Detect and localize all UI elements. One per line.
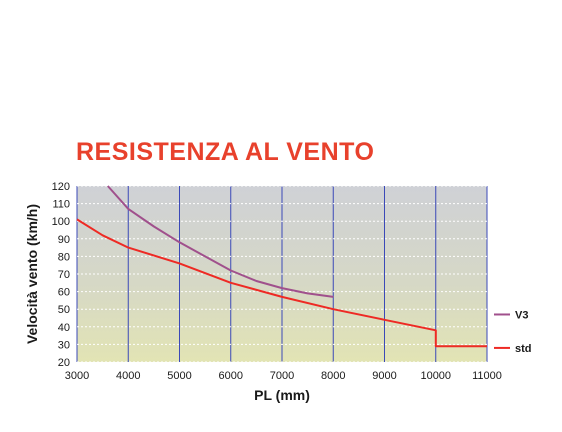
y-tick-labels: 20 30 40 50 60 70 80 90 100 110 120 [52, 181, 70, 369]
y-tick-label: 80 [58, 251, 70, 263]
x-tick-label: 6000 [219, 370, 243, 382]
x-tick-label: 5000 [167, 370, 191, 382]
y-tick-label: 40 [58, 322, 70, 334]
x-tick-labels: 3000 4000 5000 6000 7000 8000 9000 10000 11000 [65, 370, 502, 382]
x-tick-label: 3000 [65, 370, 89, 382]
series-line-v3 [107, 185, 334, 298]
x-tick-label: 11000 [472, 370, 502, 382]
legend-label-v3: V3 [515, 309, 528, 321]
y-tick-label: 100 [52, 216, 70, 228]
x-axis-label: PL (mm) [254, 387, 310, 403]
y-tick-label: 70 [58, 269, 70, 281]
series-line-std [76, 218, 487, 348]
y-tick-label: 20 [58, 357, 70, 369]
x-tick-label: 7000 [270, 370, 294, 382]
legend: V3 std [494, 309, 532, 355]
x-tick-label: 4000 [116, 370, 140, 382]
y-tick-label: 60 [58, 287, 70, 299]
y-tick-label: 50 [58, 304, 70, 316]
x-tick-label: 10000 [420, 370, 451, 382]
x-tick-label: 8000 [321, 370, 345, 382]
y-tick-label: 30 [58, 339, 70, 351]
y-tick-label: 110 [52, 199, 70, 211]
y-tick-label: 120 [52, 181, 70, 193]
y-tick-label: 90 [58, 234, 70, 246]
x-tick-label: 9000 [372, 370, 396, 382]
y-axis-label: Velocità vento (km/h) [24, 204, 40, 344]
legend-label-std: std [515, 343, 532, 355]
series-lines [76, 185, 487, 348]
chart-title: RESISTENZA AL VENTO [76, 138, 375, 166]
